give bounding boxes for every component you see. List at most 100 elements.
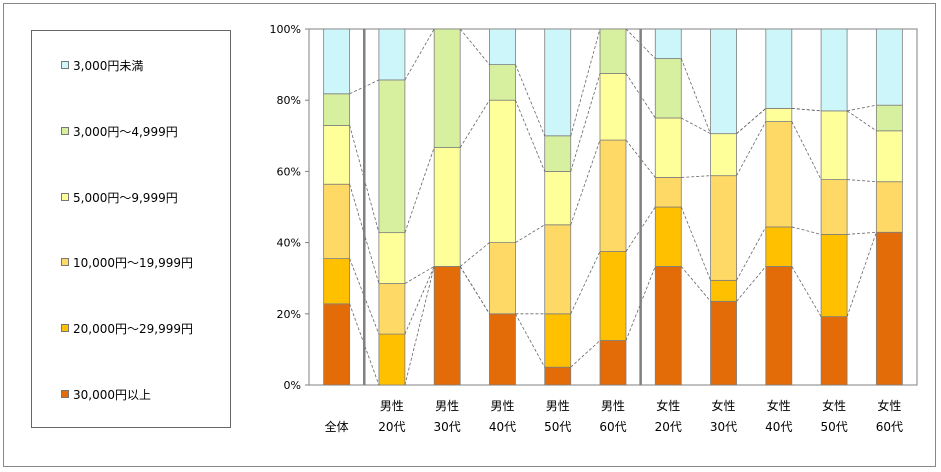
series-connector: [459, 242, 490, 267]
legend-swatch: [61, 258, 69, 266]
bar-segment: [544, 313, 572, 368]
x-tick-label: 30代: [710, 420, 737, 434]
bar-segment: [378, 28, 406, 81]
series-connector: [515, 100, 546, 172]
bar-segment: [544, 224, 572, 315]
bar-segment: [378, 333, 406, 386]
x-tick-label: 女性: [767, 398, 791, 413]
series-connector: [459, 99, 490, 148]
bar-segment: [875, 104, 903, 132]
bar-segment: [599, 73, 627, 141]
series-connector: [404, 266, 435, 386]
legend-item: 5,000円～9,999円: [61, 190, 178, 205]
series-connector: [846, 110, 877, 132]
bar-segment: [544, 366, 572, 386]
series-connector: [570, 340, 601, 368]
x-tick-label: 40代: [765, 420, 792, 434]
series-connector: [680, 206, 711, 281]
bar-segment: [654, 28, 682, 59]
bar-segment: [323, 183, 351, 260]
bar-segment: [875, 130, 903, 183]
bar-segment: [820, 28, 848, 112]
legend-label: 3,000円未満: [73, 58, 144, 73]
bar-segment: [489, 242, 516, 315]
series-connector: [847, 179, 877, 183]
bar-segment: [654, 266, 682, 386]
bar-segment: [820, 110, 848, 180]
series-connector: [404, 266, 435, 284]
y-tick-label: 60%: [277, 165, 301, 178]
series-connector: [791, 107, 822, 112]
series-connector: [570, 28, 601, 136]
series-connector: [404, 147, 435, 233]
bar-segment: [378, 232, 406, 284]
bar-segment: [323, 258, 351, 305]
x-tick-label: 全体: [325, 419, 349, 434]
series-connector: [736, 266, 767, 302]
bar-segment: [544, 28, 572, 137]
x-tick-label: 20代: [655, 420, 682, 434]
y-tick-label: 40%: [277, 237, 301, 250]
x-tick-label: 男性: [380, 399, 404, 413]
series-connector: [791, 107, 822, 112]
bar-segment: [765, 121, 793, 228]
bar-segment: [654, 58, 682, 119]
bar-segment: [765, 28, 793, 109]
series-connector: [736, 121, 767, 176]
bar-segment: [323, 28, 351, 95]
legend-label: 30,000円以上: [73, 387, 151, 402]
chart-legend: 3,000円未満 3,000円～4,999円 5,000円～9,999円 10,000…: [31, 30, 231, 428]
legend-item: 20,000円～29,999円: [61, 321, 193, 336]
legend-item: 3,000円未満: [61, 58, 144, 73]
bar-segment: [710, 133, 737, 177]
bar-segment: [489, 313, 516, 386]
x-tick-label: 男性: [546, 399, 570, 413]
series-connector: [515, 224, 545, 243]
bar-segment: [489, 28, 516, 65]
x-tick-label: 女性: [656, 398, 680, 413]
bar-segment: [820, 316, 848, 386]
bar-segment: [765, 226, 793, 267]
bar-segment: [820, 234, 848, 318]
x-tick-label: 20代: [378, 420, 405, 434]
legend-label: 3,000円～4,999円: [73, 124, 178, 139]
series-connector: [680, 266, 711, 302]
bar-segment: [654, 206, 682, 267]
bar-segment: [323, 93, 351, 126]
bar-segment: [599, 251, 627, 341]
series-connector: [570, 73, 601, 172]
legend-label: 10,000円～19,999円: [73, 255, 193, 270]
legend-item: 10,000円～19,999円: [61, 255, 193, 270]
bar-segment: [710, 300, 737, 386]
legend-swatch: [61, 127, 69, 135]
bar-segment: [765, 107, 793, 122]
series-connector: [847, 231, 877, 235]
series-connector: [515, 313, 546, 368]
series-connector: [846, 232, 877, 317]
bar-segment: [875, 28, 903, 106]
bar-segment: [378, 79, 406, 234]
bar-segment: [875, 181, 903, 233]
series-connector: [847, 104, 877, 112]
legend-swatch: [61, 193, 69, 201]
x-tick-label: 40代: [489, 420, 516, 434]
series-connector: [791, 266, 822, 317]
series-connector: [681, 117, 711, 135]
bar-segment: [323, 303, 351, 386]
series-connector: [791, 226, 822, 235]
bar-segment: [378, 283, 406, 335]
series-connector: [349, 303, 380, 386]
bar-segment: [875, 231, 903, 386]
x-tick-label: 30代: [434, 420, 461, 434]
series-connector: [736, 226, 767, 281]
x-tick-label: 60代: [599, 420, 626, 434]
bar-segment: [654, 177, 682, 208]
bar-segment: [710, 175, 737, 281]
series-connector: [681, 175, 711, 178]
series-connector: [625, 139, 656, 178]
y-tick-label: 20%: [277, 308, 301, 321]
legend-label: 20,000円～29,999円: [73, 321, 193, 336]
series-connector: [625, 266, 656, 341]
x-tick-label: 男性: [435, 399, 459, 413]
